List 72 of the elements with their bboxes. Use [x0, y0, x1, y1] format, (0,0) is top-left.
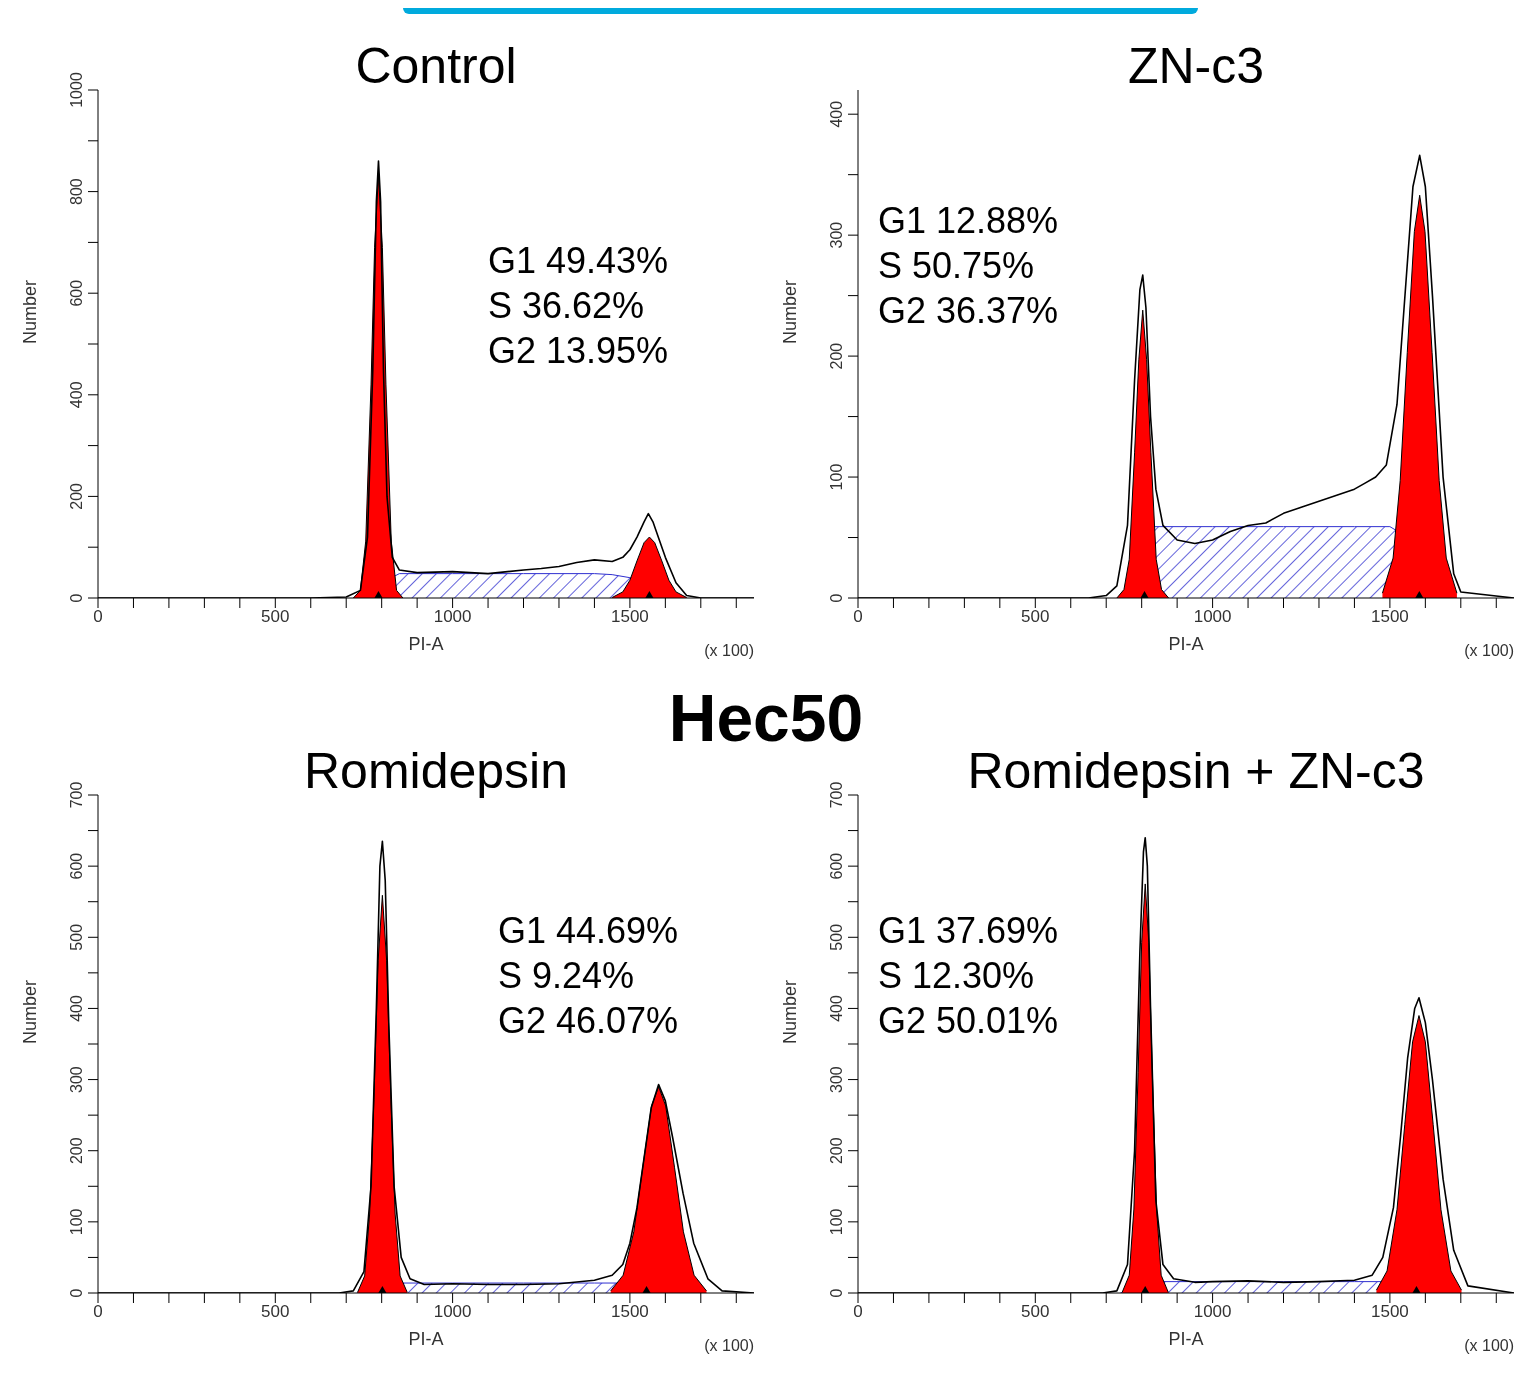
y-tick-label: 800 [68, 178, 85, 205]
annotation: G2 46.07% [498, 999, 679, 1043]
annotation: S 50.75% [878, 244, 1036, 288]
x-tick-label: 0 [93, 1302, 103, 1322]
y-tick-label: 500 [68, 923, 85, 951]
y-tick-label: 400 [828, 994, 845, 1022]
y-tick-label: 700 [68, 781, 85, 809]
y-tick-label: 200 [68, 1137, 85, 1165]
y-tick-label: 1000 [68, 72, 85, 108]
x-tick-label: 0 [93, 607, 103, 627]
x-tick-label: 1500 [1370, 607, 1409, 627]
y-axis-title: Number [780, 279, 801, 344]
text: (x 100) [704, 1337, 754, 1355]
y-tick-label: 300 [68, 1066, 85, 1093]
y-tick-label: 400 [68, 994, 85, 1022]
x-tick-label: 0 [853, 607, 863, 627]
y-tick-label: 0 [68, 593, 85, 603]
x-axis-title: PI-A [408, 634, 444, 654]
y-tick-label: 500 [828, 923, 845, 951]
annotation: S 36.62% [488, 284, 646, 328]
annotation: G1 44.69% [498, 909, 679, 953]
y-tick-label: 100 [828, 1208, 845, 1236]
y-axis-title: Number [20, 979, 41, 1044]
x-axis-title: PI-A [1168, 634, 1204, 654]
x-tick-label: 1000 [1193, 607, 1232, 627]
y-tick-label: 600 [828, 852, 845, 880]
y-tick-label: 600 [68, 279, 85, 307]
y-tick-label: 0 [828, 593, 845, 603]
x-tick-label: 500 [261, 607, 290, 627]
annotation: G2 36.37% [878, 289, 1059, 333]
y-tick-label: 700 [828, 781, 845, 809]
x-tick-label: 1500 [1370, 1302, 1409, 1322]
annotation: S 9.24% [498, 954, 636, 998]
annotation: G1 49.43% [488, 239, 669, 283]
annotation: G2 13.95% [488, 329, 669, 373]
y-tick-label: 100 [68, 1208, 85, 1236]
y-tick-label: 0 [828, 1288, 845, 1298]
chart-title: ZN-c3 [1126, 37, 1266, 96]
y-tick-label: 200 [68, 482, 85, 510]
y-tick-label: 200 [828, 1137, 845, 1165]
x-tick-label: 500 [261, 1302, 290, 1322]
y-tick-label: 200 [828, 342, 845, 370]
chart-title: Control [354, 37, 518, 96]
y-tick-label: 300 [828, 221, 845, 249]
x-tick-label: 500 [1021, 607, 1050, 627]
y-axis-title: Number [780, 979, 801, 1044]
x-tick-label: 1000 [433, 607, 472, 627]
annotation: G1 37.69% [878, 909, 1059, 953]
x-tick-label: 500 [1021, 1302, 1050, 1322]
x-axis-title: PI-A [408, 1329, 444, 1349]
x-tick-label: 1000 [433, 1302, 472, 1322]
annotation: S 12.30% [878, 954, 1036, 998]
annotation: G1 12.88% [878, 199, 1059, 243]
annotation: G2 50.01% [878, 999, 1059, 1043]
y-tick-label: 600 [68, 852, 85, 880]
y-tick-label: 100 [828, 463, 845, 491]
x-axis-title: PI-A [1168, 1329, 1204, 1349]
x-tick-label: 0 [853, 1302, 863, 1322]
text: (x 100) [1464, 642, 1514, 660]
chart-title: Romidepsin [303, 743, 568, 799]
chart-title: Romidepsin + ZN-c3 [966, 742, 1426, 801]
x-tick-label: 1000 [1193, 1302, 1232, 1322]
y-axis-title: Number [20, 279, 41, 344]
text: Hec50 [668, 681, 864, 755]
x-tick-label: 1500 [610, 1302, 649, 1322]
y-tick-label: 400 [68, 381, 85, 409]
y-tick-label: 300 [828, 1066, 845, 1093]
y-tick-label: 400 [828, 100, 845, 128]
text: (x 100) [1464, 1337, 1514, 1355]
y-tick-label: 0 [68, 1288, 85, 1298]
text: (x 100) [704, 642, 754, 660]
x-tick-label: 1500 [610, 607, 649, 627]
